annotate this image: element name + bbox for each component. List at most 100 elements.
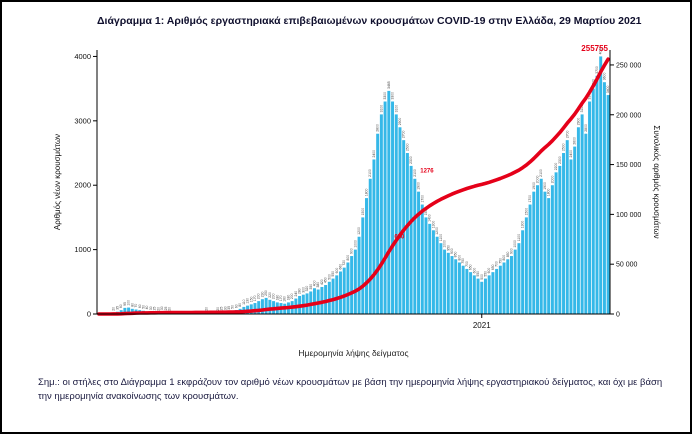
svg-text:220: 220 [268,292,272,298]
svg-text:700: 700 [495,261,499,267]
svg-text:1200: 1200 [357,227,361,235]
svg-text:3400: 3400 [606,85,610,93]
svg-text:20: 20 [205,307,209,311]
svg-text:2700: 2700 [565,130,569,138]
svg-text:150: 150 [249,297,253,303]
svg-text:1700: 1700 [420,195,424,203]
svg-text:1200: 1200 [435,227,439,235]
svg-text:95: 95 [123,302,127,306]
svg-text:2900: 2900 [576,118,580,126]
svg-text:1400: 1400 [428,214,432,222]
svg-text:200 000: 200 000 [616,112,641,119]
svg-text:2900: 2900 [398,118,402,126]
svg-text:1100: 1100 [517,234,521,241]
chart-title: Διάγραμμα 1: Αριθμός εργαστηριακά επιβεβ… [97,15,642,27]
svg-text:80: 80 [130,303,134,307]
svg-text:720: 720 [342,260,346,266]
svg-text:255755: 255755 [581,44,608,53]
svg-text:3100: 3100 [580,105,584,113]
svg-text:70: 70 [134,304,138,308]
svg-text:2400: 2400 [569,150,573,158]
svg-text:60: 60 [234,304,238,308]
svg-text:850: 850 [454,252,458,258]
svg-text:650: 650 [469,264,473,270]
svg-text:50: 50 [142,305,146,309]
svg-text:Αριθμός νέων κρουσμάτων: Αριθμός νέων κρουσμάτων [53,134,62,230]
svg-text:250: 250 [264,290,268,296]
svg-text:800: 800 [502,255,506,261]
svg-text:1276: 1276 [420,169,434,175]
svg-text:3300: 3300 [391,92,395,100]
footnote-text: Σημ.: οι στήλες στο Διάγραμμα 1 εκφράζου… [38,377,663,402]
svg-text:3100: 3100 [379,105,383,113]
svg-text:3300: 3300 [588,92,592,100]
svg-text:100: 100 [127,300,131,306]
svg-text:550: 550 [476,271,480,277]
svg-text:1500: 1500 [424,208,428,216]
svg-text:1800: 1800 [547,188,551,196]
svg-text:1000: 1000 [74,245,91,254]
svg-text:170: 170 [253,295,257,301]
svg-text:1900: 1900 [417,182,421,190]
svg-text:3100: 3100 [394,105,398,113]
svg-text:600: 600 [335,268,339,274]
svg-text:2300: 2300 [558,156,562,164]
svg-text:Συνολικός αριθμός κρουσμάτων: Συνολικός αριθμός κρουσμάτων [652,125,661,238]
svg-text:200: 200 [290,293,294,299]
svg-text:1300: 1300 [521,221,525,229]
svg-text:800: 800 [346,255,350,261]
svg-text:2500: 2500 [562,143,566,151]
svg-text:1300: 1300 [431,221,435,229]
svg-text:1900: 1900 [532,182,536,190]
svg-text:700: 700 [465,261,469,267]
svg-text:4000: 4000 [74,52,91,61]
svg-text:2600: 2600 [573,137,577,145]
svg-text:420: 420 [320,279,324,285]
svg-text:2100: 2100 [539,169,543,177]
svg-text:2021: 2021 [473,321,491,330]
svg-text:35: 35 [115,306,119,310]
svg-text:60: 60 [119,304,123,308]
svg-text:2100: 2100 [413,169,417,177]
svg-text:20: 20 [112,307,116,311]
svg-text:20: 20 [156,307,160,311]
svg-text:1900: 1900 [543,182,547,190]
svg-text:650: 650 [394,234,405,240]
svg-text:1800: 1800 [365,188,369,196]
svg-text:50: 50 [231,305,235,309]
svg-text:800: 800 [457,255,461,261]
svg-text:200: 200 [257,293,261,299]
svg-text:160: 160 [283,296,287,302]
svg-text:25: 25 [164,307,168,311]
svg-text:750: 750 [461,258,465,264]
svg-text:100 000: 100 000 [616,212,641,219]
svg-text:250 000: 250 000 [616,62,641,69]
svg-text:30: 30 [160,306,164,310]
svg-text:170: 170 [279,295,283,301]
svg-text:320: 320 [305,286,309,292]
svg-text:20: 20 [168,307,172,311]
svg-text:500: 500 [327,274,331,280]
svg-text:180: 180 [286,295,290,301]
x-axis-label: Ημερομηνία λήψης δείγματος [298,348,409,358]
svg-text:30: 30 [223,306,227,310]
svg-text:600: 600 [472,268,476,274]
svg-text:2000: 2000 [74,181,91,190]
svg-text:550: 550 [331,271,335,277]
svg-text:2800: 2800 [584,124,588,132]
svg-text:1000: 1000 [353,240,357,248]
svg-text:35: 35 [227,306,231,310]
svg-text:1700: 1700 [528,195,532,203]
svg-text:2000: 2000 [550,176,554,184]
svg-text:850: 850 [506,252,510,258]
svg-text:2400: 2400 [372,150,376,158]
svg-text:1500: 1500 [361,208,365,216]
svg-text:550: 550 [484,271,488,277]
svg-text:3700: 3700 [595,66,599,74]
svg-text:1000: 1000 [443,240,447,248]
svg-text:1500: 1500 [524,208,528,216]
svg-text:400: 400 [313,280,317,286]
svg-text:2500: 2500 [405,143,409,151]
